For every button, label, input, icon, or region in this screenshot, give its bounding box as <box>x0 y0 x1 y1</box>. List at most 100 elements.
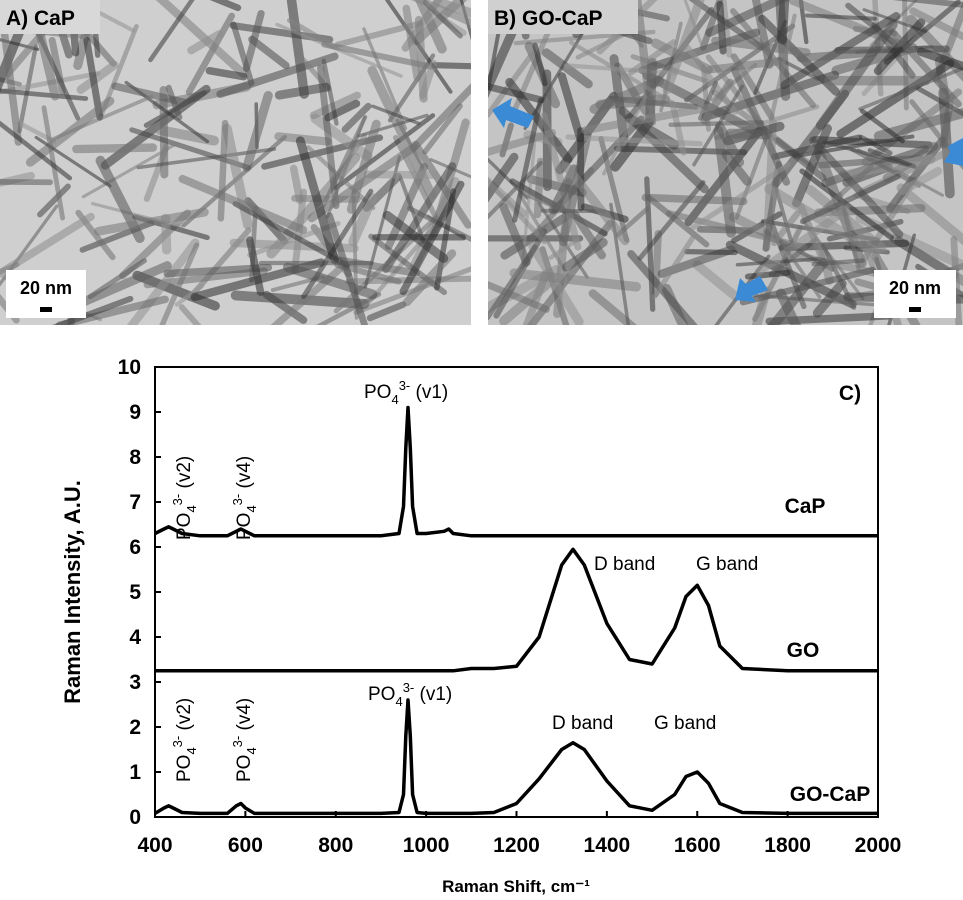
rod <box>873 18 926 76</box>
arrow <box>492 98 534 128</box>
rod <box>770 210 801 247</box>
annotation: G band <box>654 713 716 734</box>
y-tick-label: 9 <box>129 401 141 424</box>
rod <box>528 241 584 325</box>
rod <box>916 47 963 71</box>
rod <box>638 28 761 75</box>
y-tick-label: 8 <box>129 446 141 469</box>
rod <box>570 210 607 260</box>
rod <box>710 62 758 102</box>
rod <box>230 21 255 87</box>
rod <box>174 283 205 307</box>
rod <box>730 8 816 108</box>
panel-label: C) <box>839 382 861 405</box>
rod <box>512 97 544 223</box>
rod <box>333 113 436 191</box>
rod <box>410 0 471 27</box>
rod <box>714 121 745 167</box>
rod <box>433 0 471 18</box>
rod <box>422 103 463 155</box>
rod <box>324 99 361 122</box>
rod <box>165 84 183 121</box>
rod <box>799 168 894 241</box>
rod <box>72 143 158 154</box>
annotation: D band <box>594 554 655 575</box>
rod <box>371 104 421 126</box>
rod <box>248 35 290 70</box>
rod <box>488 160 543 220</box>
y-tick-label: 5 <box>129 581 141 604</box>
x-tick-label: 1600 <box>674 834 721 857</box>
rod <box>368 233 448 296</box>
plot-frame <box>154 366 879 818</box>
rod <box>52 295 134 325</box>
spectrum-line <box>155 547 878 673</box>
rod <box>894 236 958 281</box>
y-axis-label: Raman Intensity, A.U. <box>60 480 85 704</box>
rod <box>569 40 682 110</box>
spectrum-line <box>154 405 878 538</box>
rod <box>896 183 963 246</box>
rod <box>812 278 847 318</box>
rod <box>692 260 740 301</box>
annotation-text: (v1) <box>414 684 452 705</box>
arrow <box>944 138 963 166</box>
rod <box>637 180 706 261</box>
rod <box>317 114 368 217</box>
annotation: PO43- (v1) <box>368 680 452 709</box>
scale-bar <box>909 307 921 312</box>
series-label: GO-CaP <box>790 783 871 806</box>
y-tick-label: 6 <box>129 536 141 559</box>
rod <box>0 71 101 95</box>
rod <box>731 66 791 186</box>
rod <box>185 12 236 96</box>
rod <box>274 82 331 100</box>
rod <box>178 304 202 325</box>
rod <box>217 119 229 222</box>
annotation-text: (v2) <box>174 456 195 494</box>
arrow <box>735 276 768 302</box>
rod <box>429 158 471 179</box>
label-bg <box>0 0 100 34</box>
annotation-sub: 4 <box>244 505 259 512</box>
rod <box>683 0 703 46</box>
rod <box>0 179 53 186</box>
rod <box>521 189 566 212</box>
rod <box>684 249 738 256</box>
rod <box>858 67 963 111</box>
rod <box>548 237 580 260</box>
series-label: GO <box>787 639 820 662</box>
rod <box>814 203 926 217</box>
rod <box>898 166 943 196</box>
scale-bar <box>40 307 52 312</box>
annotation-text: PO <box>368 684 395 705</box>
rod <box>598 136 630 243</box>
rod <box>815 19 898 131</box>
annotation-text: G band <box>654 713 716 734</box>
x-tick-label: 600 <box>228 834 263 857</box>
y-tick-label: 0 <box>129 806 141 829</box>
rod <box>0 77 22 87</box>
rod <box>662 0 705 95</box>
annotation: PO43- (v1) <box>364 378 448 407</box>
x-tick-label: 1400 <box>584 834 631 857</box>
rod <box>0 262 20 275</box>
rod <box>286 0 309 99</box>
rod <box>159 242 200 325</box>
rod <box>262 290 308 324</box>
annotation: PO43- (v2) <box>170 698 199 782</box>
rod <box>873 107 963 142</box>
rod <box>565 134 703 147</box>
scale-label: 20 nm <box>20 278 72 298</box>
rod <box>779 12 901 90</box>
annotation-text: D band <box>552 713 613 734</box>
annotation-sup: 3- <box>170 736 185 748</box>
rod <box>652 235 696 300</box>
rod <box>809 136 904 239</box>
rod <box>37 183 71 218</box>
rod <box>382 162 457 273</box>
rod <box>348 192 378 247</box>
y-tick-label: 7 <box>129 491 141 514</box>
y-tick-label: 10 <box>118 356 141 379</box>
x-tick-label: 1200 <box>493 834 540 857</box>
